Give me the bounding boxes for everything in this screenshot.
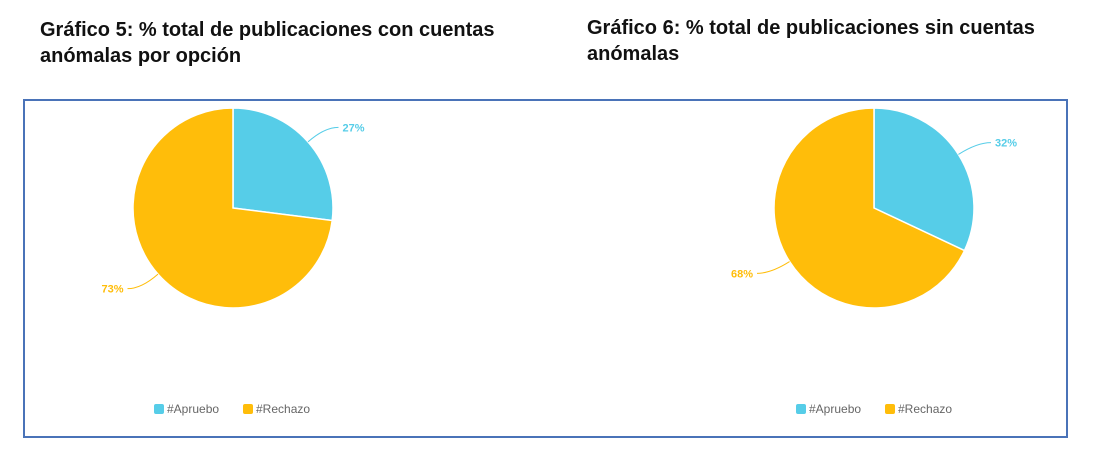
legend-label: #Apruebo xyxy=(167,402,219,416)
label-leader-line xyxy=(127,273,159,290)
pie-chart-5: 27% 73% #Apruebo #Rechazo xyxy=(101,107,365,416)
pie-slice-rechazo xyxy=(773,107,966,309)
legend-swatch xyxy=(885,404,895,414)
legend-swatch xyxy=(796,404,806,414)
label-leader-line xyxy=(756,261,790,274)
legend-label: #Rechazo xyxy=(898,402,952,416)
chart-6-title: Gráfico 6: % total de publicaciones sin … xyxy=(587,17,1035,65)
pie-label-apruebo: 32% xyxy=(995,138,1017,150)
pie-label-rechazo: 73% xyxy=(101,284,123,296)
pie-slice-apruebo xyxy=(873,107,975,252)
legend-swatch xyxy=(154,404,164,414)
legend-item-apruebo[interactable]: #Apruebo xyxy=(796,402,861,416)
pie-chart-6: 32% 68% #Apruebo #Rechazo xyxy=(731,107,1017,416)
legend-item-apruebo[interactable]: #Apruebo xyxy=(154,402,219,416)
label-leader-line xyxy=(307,126,339,143)
pie-slice-apruebo xyxy=(232,107,334,222)
legend-item-rechazo[interactable]: #Rechazo xyxy=(243,402,310,416)
pie-label-apruebo: 27% xyxy=(343,122,365,134)
pie-label-rechazo: 68% xyxy=(731,268,753,280)
legend-swatch xyxy=(243,404,253,414)
legend-label: #Rechazo xyxy=(256,402,310,416)
legend-item-rechazo[interactable]: #Rechazo xyxy=(885,402,952,416)
chart-5-title: Gráfico 5: % total de publicaciones con … xyxy=(40,19,495,67)
legend-label: #Apruebo xyxy=(809,402,861,416)
label-leader-line xyxy=(958,142,992,155)
